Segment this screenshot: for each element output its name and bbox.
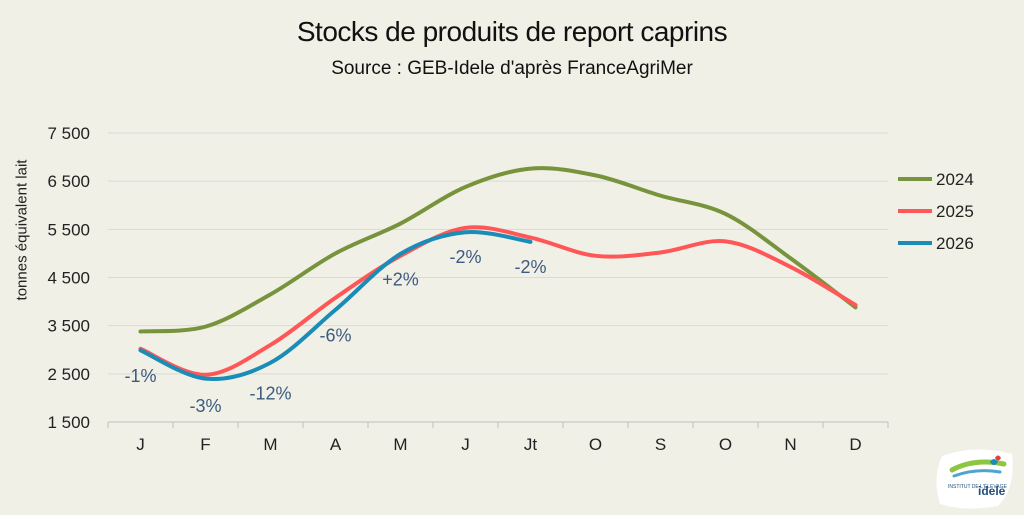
x-tick-label: F: [200, 435, 210, 454]
idele-logo: INSTITUT DE L'ÉLEVAGE idele: [934, 448, 1016, 510]
chart-title: Stocks de produits de report caprins: [296, 16, 728, 47]
data-label: -3%: [189, 396, 221, 416]
chart-subtitle: Source : GEB-Idele d'après FranceAgriMer: [331, 58, 693, 79]
x-tick-label: S: [655, 435, 666, 454]
y-tick-label: 2 500: [47, 365, 90, 384]
data-label: -2%: [449, 247, 481, 267]
data-label: -2%: [514, 257, 546, 277]
y-tick-label: 5 500: [47, 220, 90, 239]
logo-caption: INSTITUT DE L'ÉLEVAGE: [948, 483, 1008, 490]
x-tick-label: O: [719, 435, 732, 454]
legend-label-2026: 2026: [936, 234, 974, 253]
series-line-2024: [138, 166, 858, 334]
y-tick-label: 4 500: [47, 269, 90, 288]
data-label: -1%: [124, 366, 156, 386]
data-label: +2%: [382, 269, 419, 289]
x-tick-label: J: [461, 435, 470, 454]
data-label: -6%: [319, 325, 351, 345]
y-tick-label: 6 500: [47, 172, 90, 191]
x-tick-label: O: [589, 435, 602, 454]
x-tick-label: A: [330, 435, 342, 454]
y-tick-label: 1 500: [47, 413, 90, 432]
logo-wordmark: idele: [978, 484, 1006, 498]
data-label: -12%: [249, 384, 291, 404]
x-tick-label: M: [263, 435, 277, 454]
series-line-2025: [138, 225, 858, 377]
x-tick-label: M: [393, 435, 407, 454]
series-line-2026: [138, 229, 533, 382]
y-tick-label: 7 500: [47, 124, 90, 143]
legend-label-2024: 2024: [936, 170, 974, 189]
x-tick-label: N: [784, 435, 796, 454]
x-tick-label: J: [136, 435, 145, 454]
y-tick-label: 3 500: [47, 317, 90, 336]
x-tick-label: D: [849, 435, 861, 454]
legend-label-2025: 2025: [936, 202, 974, 221]
x-tick-label: Jt: [524, 435, 538, 454]
